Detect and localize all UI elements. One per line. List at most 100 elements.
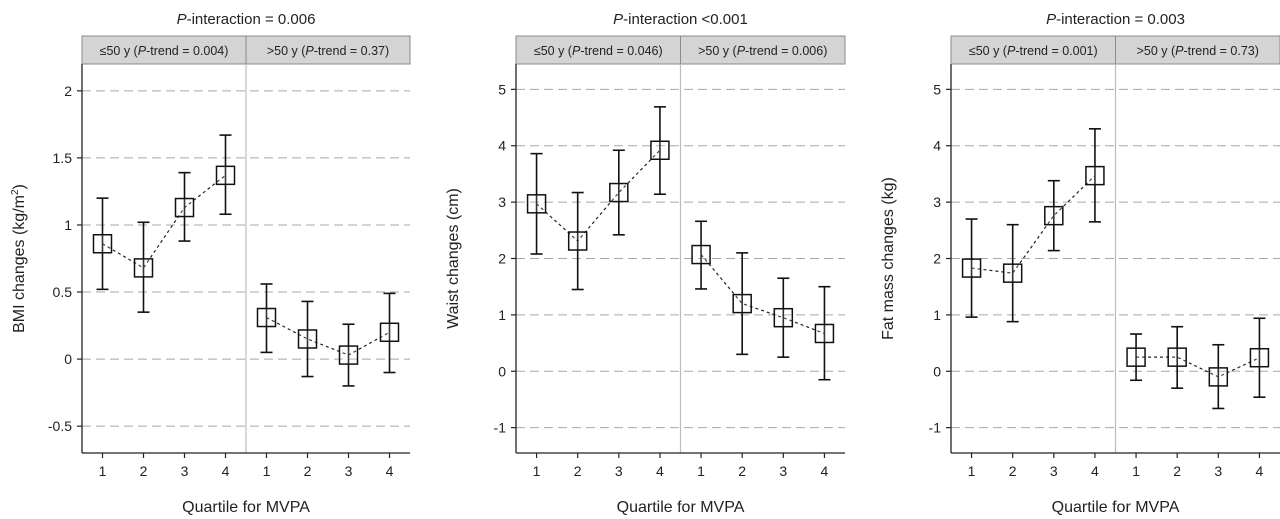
panel-strip-label: >50 y (P-trend = 0.37): [267, 44, 389, 58]
title-text: -interaction <0.001: [623, 11, 748, 28]
y-tick-label: 0: [933, 363, 941, 379]
chart-1: P-interaction = 0.006≤50 y (P-trend = 0.…: [10, 11, 411, 516]
panel-strip: [680, 35, 846, 65]
x-tick-label: 2: [738, 463, 746, 479]
x-tick-label: 3: [615, 463, 623, 479]
y-axis-title-end: ): [11, 184, 28, 189]
series-connector: [1136, 356, 1260, 378]
chart-title: P-interaction <0.001: [613, 11, 748, 28]
y-axis-title: Waist changes (cm): [445, 188, 462, 329]
y-axis-title: BMI changes (kg/m2): [10, 184, 28, 333]
chart-2: P-interaction <0.001≤50 y (P-trend = 0.0…: [445, 11, 846, 516]
data-point: [773, 307, 794, 328]
strip-prefix: ≤50 y (: [100, 44, 139, 58]
y-tick-label: 2: [933, 251, 941, 267]
strip-p-symbol: P: [138, 44, 147, 58]
y-tick-label: 1: [498, 307, 506, 323]
x-tick-label: 1: [263, 463, 271, 479]
strip-rest: -trend = 0.004): [146, 44, 228, 58]
panel-strip-label: ≤50 y (P-trend = 0.046): [534, 44, 663, 58]
x-tick-label: 2: [1009, 463, 1017, 479]
y-tick-label: 2: [64, 83, 72, 99]
strip-rest: -trend = 0.73): [1184, 44, 1259, 58]
strip-prefix: ≤50 y (: [969, 44, 1008, 58]
data-point: [732, 293, 752, 314]
strip-p-symbol: P: [737, 44, 746, 58]
x-tick-label: 4: [656, 463, 664, 479]
strip-prefix: >50 y (: [1137, 44, 1176, 58]
x-tick-label: 3: [181, 463, 189, 479]
panel-strip: [950, 35, 1116, 65]
x-tick-label: 3: [1050, 463, 1058, 479]
chart-title: P-interaction = 0.006: [177, 11, 316, 28]
data-point: [174, 197, 195, 218]
x-axis-title: Quartile for MVPA: [617, 499, 745, 516]
y-tick-label: 4: [498, 138, 506, 154]
x-tick-label: 2: [574, 463, 582, 479]
x-tick-label: 2: [1173, 463, 1181, 479]
title-p-symbol: P: [177, 11, 187, 28]
x-tick-label: 3: [779, 463, 787, 479]
y-tick-label: 2: [498, 251, 506, 267]
data-point: [338, 345, 359, 365]
y-tick-label: 4: [933, 138, 941, 154]
x-tick-label: 3: [1214, 463, 1222, 479]
x-tick-label: 1: [1132, 463, 1140, 479]
title-p-symbol: P: [1046, 11, 1056, 28]
chart-3: P-interaction = 0.003≤50 y (P-trend = 0.…: [880, 11, 1280, 516]
series-connector: [536, 149, 661, 242]
strip-rest: -trend = 0.37): [314, 44, 389, 58]
panel-strip: [81, 35, 247, 65]
series-connector: [266, 316, 390, 356]
data-point: [379, 322, 400, 343]
data-point: [256, 307, 277, 328]
x-tick-label: 1: [533, 463, 541, 479]
x-tick-label: 4: [1091, 463, 1099, 479]
y-axis-title-text: Waist changes (cm): [445, 188, 462, 329]
y-tick-label: 0.5: [53, 284, 73, 300]
panel-strip-label: ≤50 y (P-trend = 0.004): [100, 44, 229, 58]
strip-p-symbol: P: [305, 44, 314, 58]
y-tick-label: 3: [933, 194, 941, 210]
y-tick-label: 1: [64, 217, 72, 233]
x-axis-title: Quartile for MVPA: [1052, 499, 1180, 516]
panel-strip-label: ≤50 y (P-trend = 0.001): [969, 44, 1098, 58]
strip-p-symbol: P: [1007, 44, 1016, 58]
data-point: [961, 258, 982, 278]
y-axis-title-superscript: 2: [10, 189, 21, 195]
x-tick-label: 1: [968, 463, 976, 479]
data-point: [526, 194, 547, 214]
data-point: [1044, 205, 1064, 226]
y-axis-title: Fat mass changes (kg): [880, 177, 897, 340]
y-tick-label: 0: [64, 351, 72, 367]
strip-prefix: >50 y (: [698, 44, 737, 58]
y-tick-label: -0.5: [48, 418, 72, 434]
y-tick-label: 1: [933, 307, 941, 323]
strip-prefix: >50 y (: [267, 44, 306, 58]
y-tick-label: 3: [498, 194, 506, 210]
strip-p-symbol: P: [572, 44, 581, 58]
strip-rest: -trend = 0.006): [745, 44, 827, 58]
panel-strip: [1115, 35, 1280, 65]
x-tick-label: 1: [697, 463, 705, 479]
data-point: [1167, 347, 1187, 367]
strip-rest: -trend = 0.001): [1015, 44, 1097, 58]
data-point: [691, 244, 711, 265]
strip-rest: -trend = 0.046): [580, 44, 662, 58]
data-point: [650, 140, 670, 161]
y-tick-label: 5: [933, 81, 941, 97]
panel-strip-label: >50 y (P-trend = 0.006): [698, 44, 827, 58]
y-tick-label: 5: [498, 81, 506, 97]
chart-title: P-interaction = 0.003: [1046, 11, 1185, 28]
data-point: [92, 233, 113, 254]
series-connector: [971, 175, 1096, 274]
series-connector: [700, 254, 825, 335]
data-point: [1002, 263, 1023, 283]
data-point: [1085, 165, 1105, 186]
data-point: [297, 329, 318, 349]
x-tick-label: 4: [1256, 463, 1264, 479]
x-tick-label: 4: [386, 463, 394, 479]
x-axis-title: Quartile for MVPA: [182, 499, 310, 516]
panel-strip-label: >50 y (P-trend = 0.73): [1137, 44, 1259, 58]
y-tick-label: -1: [494, 420, 507, 436]
